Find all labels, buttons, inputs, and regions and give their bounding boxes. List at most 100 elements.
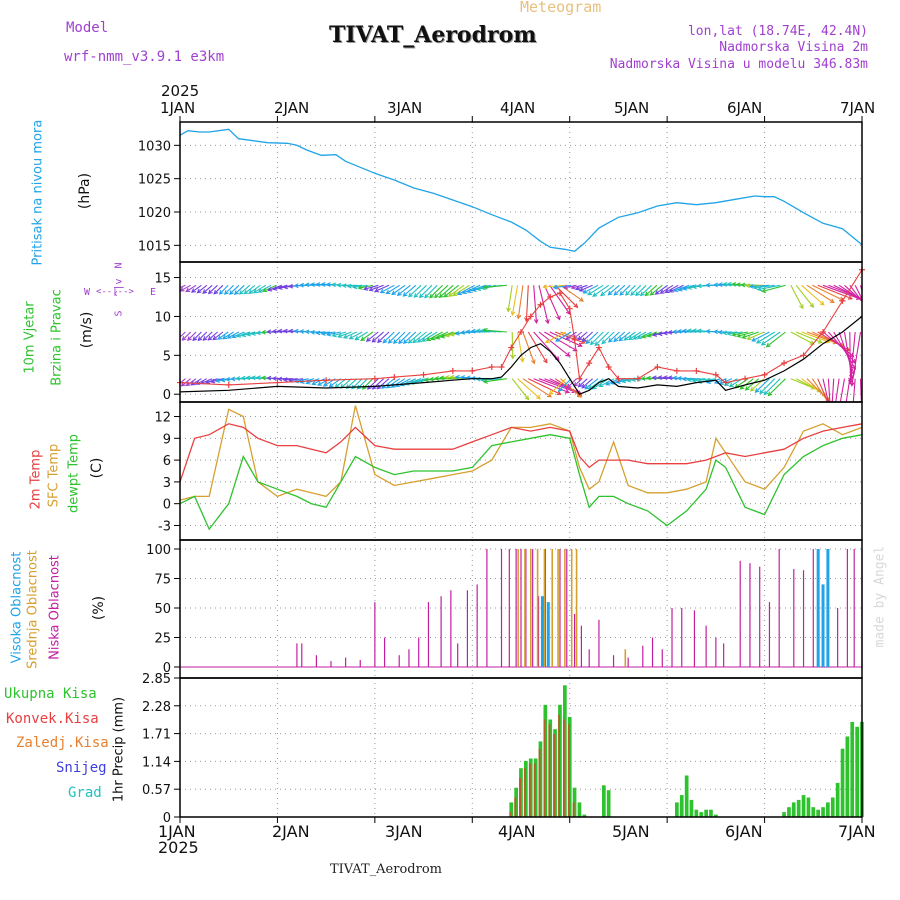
wind-arrow-head bbox=[829, 409, 833, 413]
wind-arrow-head bbox=[424, 293, 429, 299]
wind-arrow-head bbox=[352, 284, 358, 290]
wind-arrow bbox=[587, 284, 604, 296]
wind-arrow bbox=[422, 331, 438, 342]
wind-arrow bbox=[244, 284, 256, 295]
wind-arrow-head bbox=[322, 382, 328, 387]
wind-arrow-head bbox=[868, 301, 872, 305]
wind-arrow-head bbox=[354, 335, 360, 341]
wind-arrow-head bbox=[668, 288, 674, 293]
wind-arrow bbox=[849, 331, 852, 382]
wind-gust-marker bbox=[371, 375, 378, 382]
precip-total-bar bbox=[796, 799, 801, 817]
wind-arrow bbox=[367, 378, 379, 390]
wind-arrow-head bbox=[439, 333, 446, 339]
wind-arrow-head bbox=[320, 331, 326, 336]
wind-arrow bbox=[412, 331, 427, 343]
precip-conv-bar bbox=[524, 768, 526, 817]
wind-arrow-head bbox=[356, 384, 362, 390]
pressure-ylabel: Pritisak na nivou mora bbox=[30, 119, 46, 266]
wind-arrow-head bbox=[748, 284, 754, 289]
wind-arrow-head bbox=[248, 289, 254, 294]
precip-tick-label: 1.71 bbox=[142, 728, 171, 743]
wind-arrow-head bbox=[667, 330, 673, 335]
wind-arrow-head bbox=[577, 335, 583, 341]
wind-arrow bbox=[801, 331, 830, 343]
wind-arrow bbox=[481, 378, 502, 381]
precip-total-bar bbox=[821, 807, 825, 817]
wind-arrow bbox=[197, 284, 208, 294]
wind-arrow-head bbox=[385, 289, 391, 295]
wind-arrow bbox=[543, 285, 561, 320]
wind-arrow-head bbox=[524, 317, 529, 323]
wind-arrow bbox=[555, 331, 572, 342]
wind-arrow-head bbox=[682, 285, 688, 291]
precip-total-bar bbox=[840, 748, 845, 817]
wind-arrow-head bbox=[434, 376, 439, 381]
wind-arrow-head bbox=[584, 384, 590, 390]
wind-arrow bbox=[565, 331, 577, 340]
precip-total-bar bbox=[602, 785, 606, 817]
wind-arrow-head bbox=[673, 287, 679, 293]
precip-total-bar bbox=[684, 775, 689, 817]
wind-arrow-head bbox=[443, 292, 449, 298]
wind-gust-marker bbox=[673, 367, 680, 374]
wind-arrow-head bbox=[620, 378, 627, 384]
wind-arrow-head bbox=[240, 375, 246, 381]
precip-total-bar bbox=[791, 802, 796, 817]
wind-arrow bbox=[766, 331, 786, 348]
wind-arrow-head bbox=[601, 339, 607, 345]
wind-arrow bbox=[393, 331, 406, 344]
cloud-tick-label: 50 bbox=[154, 602, 171, 617]
wind-arrow-head bbox=[429, 293, 434, 299]
wind-arrow-head bbox=[570, 284, 576, 290]
wind-arrow bbox=[640, 284, 652, 296]
wind-arrow bbox=[692, 378, 711, 382]
legend-snow: Snijeg bbox=[56, 760, 107, 776]
day-top-7: 7JAN bbox=[840, 99, 876, 117]
wind-arrow-head bbox=[533, 319, 539, 325]
wind-arrow bbox=[182, 331, 192, 341]
wind-arrow-head bbox=[331, 282, 337, 288]
wind-gust-marker bbox=[498, 364, 505, 370]
wind-arrow bbox=[578, 378, 588, 388]
wind-arrow bbox=[419, 284, 433, 298]
wind-arrow bbox=[332, 331, 347, 337]
pressure-unit: (hPa) bbox=[77, 172, 93, 210]
wind-arrow-head bbox=[423, 377, 429, 383]
wind-arrow-head bbox=[556, 315, 561, 321]
wind-arrow-head bbox=[454, 374, 460, 380]
wind-arrow-head bbox=[225, 377, 231, 382]
wind-arrow-head bbox=[346, 283, 352, 289]
temp-tick-label: 3 bbox=[163, 476, 171, 491]
wind-arrow bbox=[594, 331, 610, 346]
wind-arrow-head bbox=[829, 298, 835, 303]
wind-arrow bbox=[338, 331, 352, 338]
wind-arrow bbox=[674, 284, 690, 292]
wind-arrow bbox=[448, 284, 465, 297]
wind-arrow bbox=[613, 284, 626, 296]
wind-arrow-head bbox=[426, 336, 432, 341]
wind-arrow bbox=[817, 284, 853, 300]
wind-arrow bbox=[549, 284, 571, 315]
wind-arrow-head bbox=[416, 338, 422, 343]
wind-arrow-head bbox=[260, 329, 266, 335]
cloud-tick-label: 25 bbox=[154, 632, 171, 647]
temp-tick-label: 6 bbox=[163, 454, 171, 469]
wind-arrow-head bbox=[255, 375, 261, 381]
wind-arrow-head bbox=[664, 288, 670, 293]
wind-tick-label: 5 bbox=[163, 349, 171, 364]
wind-arrow-head bbox=[557, 387, 563, 392]
wind-arrow bbox=[181, 378, 192, 387]
wind-arrow bbox=[483, 378, 507, 383]
wind-arrow-head bbox=[277, 285, 283, 290]
wind-arrow-head bbox=[215, 378, 221, 383]
wind-unit: (m/s) bbox=[79, 311, 95, 349]
wind-arrow bbox=[533, 285, 538, 323]
wind-arrow bbox=[660, 284, 674, 294]
wind-arrow bbox=[558, 378, 572, 392]
precip-tick-label: 2.85 bbox=[142, 672, 171, 687]
pressure-tick-label: 1030 bbox=[138, 139, 171, 154]
wind-arrow-head bbox=[755, 339, 761, 344]
wind-arrow-head bbox=[819, 300, 825, 306]
wind-arrow-head bbox=[613, 337, 619, 343]
